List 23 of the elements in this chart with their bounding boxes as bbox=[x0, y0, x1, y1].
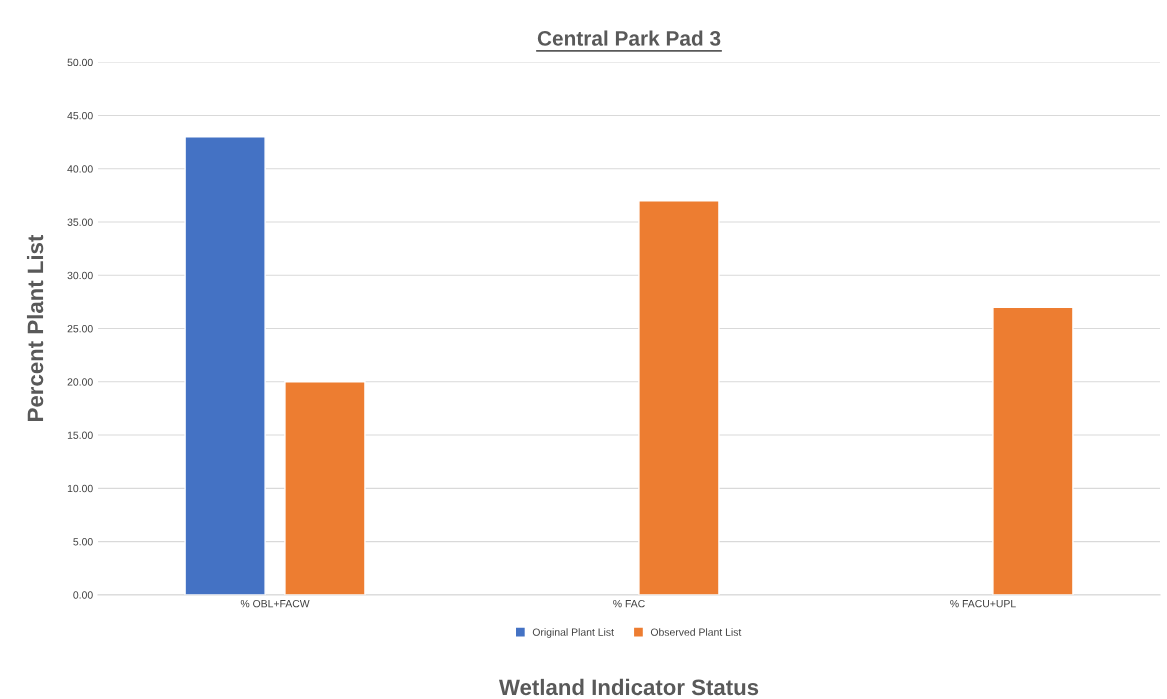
x-tick-label: % FACU+UPL bbox=[950, 599, 1016, 608]
y-tick-label: 5.00 bbox=[73, 538, 93, 546]
bar bbox=[284, 381, 366, 595]
y-tick-label: 50.00 bbox=[67, 58, 93, 67]
y-tick-label: 35.00 bbox=[67, 218, 93, 226]
y-tick-label: 45.00 bbox=[67, 111, 93, 120]
x-axis-title: Wetland Indicator Status bbox=[498, 678, 759, 696]
y-axis-title: Percent Plant List bbox=[26, 234, 44, 421]
y-tick-label: 40.00 bbox=[67, 165, 93, 173]
y-tick-label: 15.00 bbox=[67, 431, 93, 439]
y-tick-label: 0.00 bbox=[73, 591, 93, 599]
legend-label: Observed Plant List bbox=[650, 628, 742, 636]
y-tick-label: 25.00 bbox=[67, 325, 93, 333]
chart-title: Central Park Pad 3 bbox=[537, 30, 721, 46]
y-tick-label: 10.00 bbox=[67, 484, 93, 493]
bar bbox=[184, 136, 266, 595]
x-tick-label: % OBL+FACW bbox=[240, 599, 310, 608]
x-tick-label: % FAC bbox=[613, 599, 645, 608]
y-tick-label: 20.00 bbox=[67, 378, 93, 386]
bar bbox=[638, 200, 720, 595]
y-tick-label: 30.00 bbox=[67, 271, 93, 280]
legend-label: Original Plant List bbox=[532, 628, 614, 638]
bar bbox=[992, 306, 1074, 595]
